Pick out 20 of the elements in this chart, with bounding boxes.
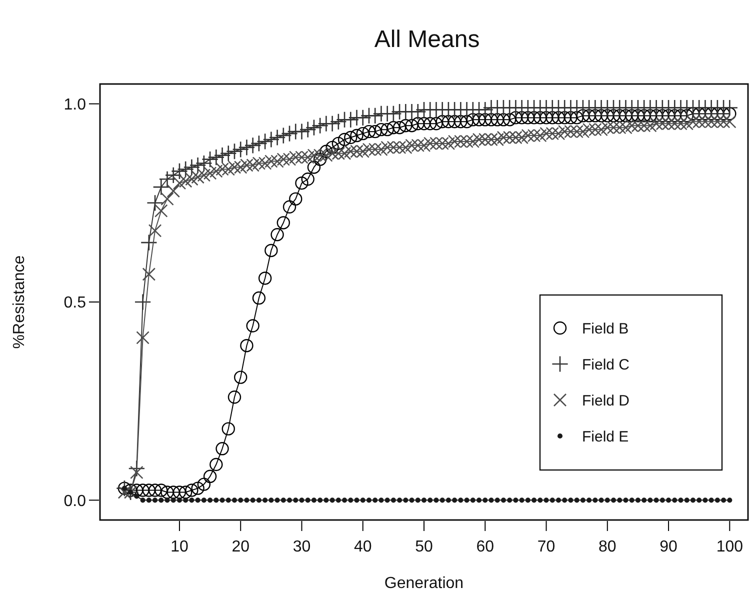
y-tick-label: 0.5 <box>64 294 86 312</box>
y-tick-label: 1.0 <box>64 96 86 114</box>
x-tick-label: 90 <box>660 538 678 556</box>
x-tick-label: 60 <box>476 538 494 556</box>
legend-label: Field D <box>582 392 630 410</box>
x-tick-label: 80 <box>598 538 616 556</box>
x-tick-label: 100 <box>716 538 744 556</box>
chart-title: All Means <box>374 26 480 53</box>
x-tick-label: 50 <box>415 538 433 556</box>
x-tick-label: 10 <box>170 538 188 556</box>
x-tick-label: 70 <box>537 538 556 556</box>
y-tick-label: 0.0 <box>64 492 86 510</box>
legend-label: Field E <box>582 428 629 446</box>
y-axis-title: %Resistance <box>11 255 28 349</box>
legend-label: Field C <box>582 356 630 374</box>
legend-label: Field B <box>582 320 629 338</box>
x-tick-label: 40 <box>354 538 372 556</box>
x-tick-label: 20 <box>232 538 250 556</box>
x-axis-title: Generation <box>384 575 464 592</box>
x-tick-label: 30 <box>292 538 311 556</box>
